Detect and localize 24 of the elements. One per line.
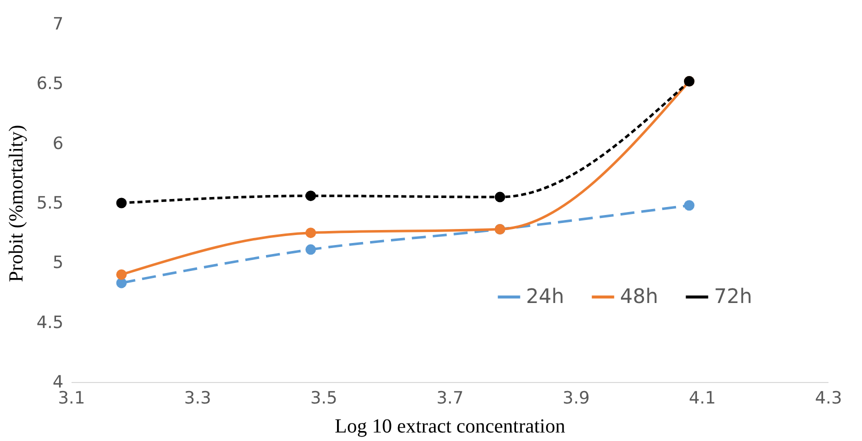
y-tick-label: 5.5: [36, 194, 64, 214]
y-tick-label: 7: [52, 14, 64, 34]
point: [494, 192, 506, 202]
x-tick-label: 3.5: [310, 388, 338, 408]
point: [116, 269, 127, 280]
y-axis-title: Probit (%mortality): [5, 124, 28, 282]
y-tick-label: 5: [52, 253, 64, 274]
point: [305, 228, 316, 238]
legend-label: 24h: [526, 284, 564, 308]
y-tick-label: 4.5: [36, 312, 64, 333]
x-tick-label: 3.3: [184, 388, 212, 408]
y-tick-label: 6.5: [36, 74, 64, 94]
x-tick-label: 4.1: [688, 388, 716, 408]
point: [116, 198, 127, 208]
x-tick-label: 4.3: [814, 388, 842, 408]
legend-label: 72h: [714, 284, 752, 308]
x-tick-label: 3.7: [436, 388, 464, 408]
point: [305, 190, 316, 202]
x-tick-label: 3.9: [562, 388, 590, 408]
legend-label: 48h: [620, 284, 658, 308]
point: [305, 244, 316, 255]
x-axis-title: Log 10 extract concentration: [334, 416, 566, 438]
point: [684, 200, 694, 211]
y-tick-label: 6: [52, 134, 64, 154]
